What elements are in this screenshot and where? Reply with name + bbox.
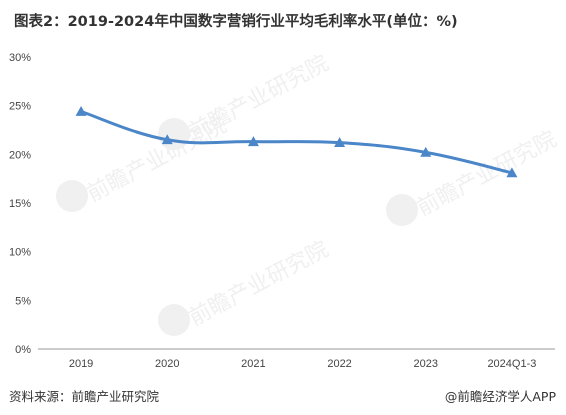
data-point-marker — [334, 137, 346, 148]
data-point-marker — [75, 106, 87, 116]
y-tick-label: 30% — [9, 52, 31, 64]
watermark-logo-icon — [56, 180, 88, 212]
watermark-text: 前瞻产业研究院 — [185, 50, 333, 144]
x-tick-label: 2021 — [241, 358, 265, 370]
x-tick-label: 2024Q1-3 — [487, 358, 536, 370]
x-tick-label: 2019 — [69, 358, 93, 370]
y-axis-ticks: 0% 5% 10% 15% 20% 25% 30% — [9, 52, 31, 356]
x-tick-label: 2020 — [155, 358, 179, 370]
series-markers — [75, 106, 518, 178]
credit-note: @前瞻经济学人APP — [444, 389, 556, 404]
y-tick-label: 10% — [9, 247, 31, 259]
watermark-group: 前瞻产业研究院 前瞻产业研究院 前瞻产业研究院 前瞻产业研究院 — [56, 50, 560, 336]
watermark-text: 前瞻产业研究院 — [413, 126, 561, 220]
source-note: 资料来源：前瞻产业研究院 — [9, 389, 160, 404]
y-tick-label: 15% — [9, 198, 31, 210]
data-point-marker — [420, 146, 432, 157]
watermark-logo-icon — [386, 194, 418, 226]
y-tick-label: 20% — [9, 149, 31, 161]
x-tick-label: 2022 — [327, 358, 351, 370]
watermark-text: 前瞻产业研究院 — [185, 236, 333, 330]
x-tick-label: 2023 — [414, 358, 438, 370]
series-line — [79, 110, 514, 175]
chart-title: 图表2：2019-2024年中国数字营销行业平均毛利率水平(单位：%) — [14, 14, 458, 30]
data-point-marker — [247, 136, 259, 147]
data-point-marker — [161, 134, 173, 145]
x-axis-ticks: 2019 2020 2021 2022 2023 2024Q1-3 — [69, 358, 537, 370]
data-point-marker — [506, 167, 518, 178]
y-tick-label: 5% — [15, 295, 31, 307]
y-tick-label: 25% — [9, 101, 31, 113]
watermark-logo-icon — [158, 304, 190, 336]
y-tick-label: 0% — [15, 344, 31, 356]
